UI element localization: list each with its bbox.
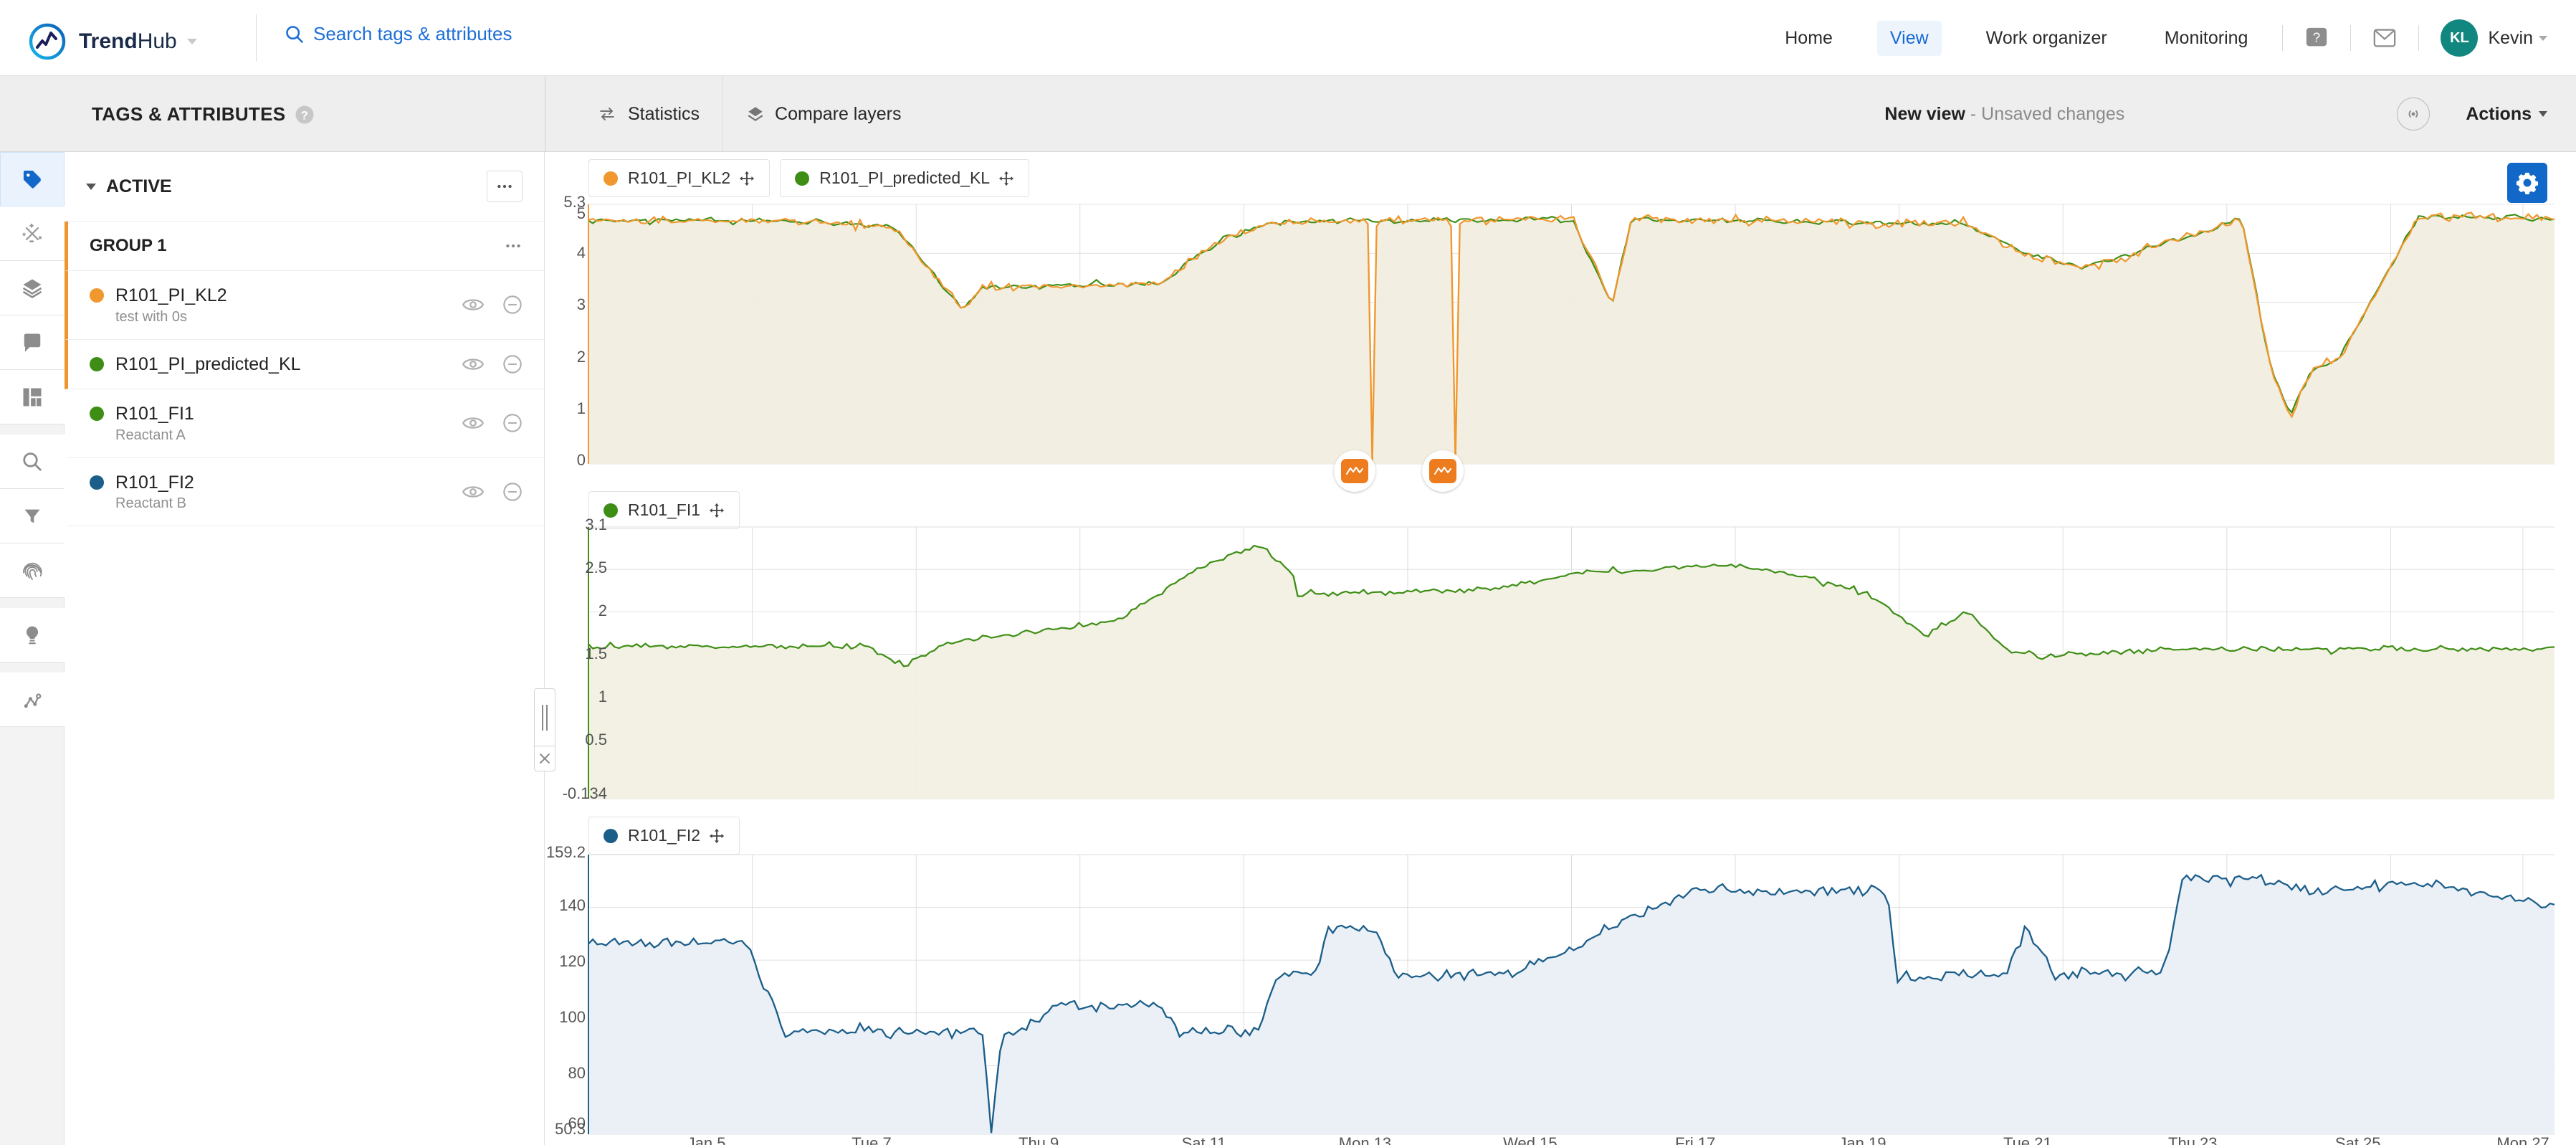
svg-text:2.5: 2.5	[585, 559, 607, 576]
svg-text:Jan 19: Jan 19	[1838, 1134, 1886, 1145]
svg-text:100: 100	[559, 1008, 586, 1026]
svg-text:-0.134: -0.134	[563, 784, 607, 802]
svg-text:140: 140	[559, 896, 586, 914]
svg-text:4: 4	[577, 244, 586, 262]
svg-text:1: 1	[598, 688, 607, 705]
svg-text:Sat 25: Sat 25	[2335, 1134, 2381, 1145]
svg-text:5: 5	[577, 204, 586, 222]
svg-text:120: 120	[559, 952, 586, 970]
svg-text:Fri 17: Fri 17	[1675, 1134, 1715, 1145]
svg-text:?: ?	[301, 109, 308, 122]
svg-text:Tue 7: Tue 7	[851, 1134, 891, 1145]
svg-text:80: 80	[568, 1064, 586, 1082]
svg-text:?: ?	[2313, 30, 2320, 45]
svg-text:Mon 13: Mon 13	[1339, 1134, 1391, 1145]
svg-text:Sat 11: Sat 11	[1182, 1134, 1226, 1145]
svg-text:3: 3	[577, 295, 586, 313]
svg-text:0.5: 0.5	[585, 731, 607, 749]
svg-text:0: 0	[577, 451, 586, 469]
svg-text:3.1: 3.1	[585, 516, 607, 533]
svg-text:Mon 27: Mon 27	[2496, 1134, 2549, 1145]
svg-text:Thu 23: Thu 23	[2168, 1134, 2218, 1145]
svg-text:2: 2	[577, 348, 586, 366]
svg-text:50.3: 50.3	[555, 1120, 586, 1138]
svg-text:1.5: 1.5	[585, 645, 607, 662]
svg-text:Tue 21: Tue 21	[2003, 1134, 2052, 1145]
svg-text:2: 2	[598, 602, 607, 619]
svg-text:Wed 15: Wed 15	[1503, 1134, 1557, 1145]
svg-text:159.2: 159.2	[546, 843, 586, 861]
svg-text:1: 1	[577, 399, 586, 417]
svg-text:Jan 5: Jan 5	[687, 1134, 726, 1145]
svg-text:Thu 9: Thu 9	[1019, 1134, 1059, 1145]
